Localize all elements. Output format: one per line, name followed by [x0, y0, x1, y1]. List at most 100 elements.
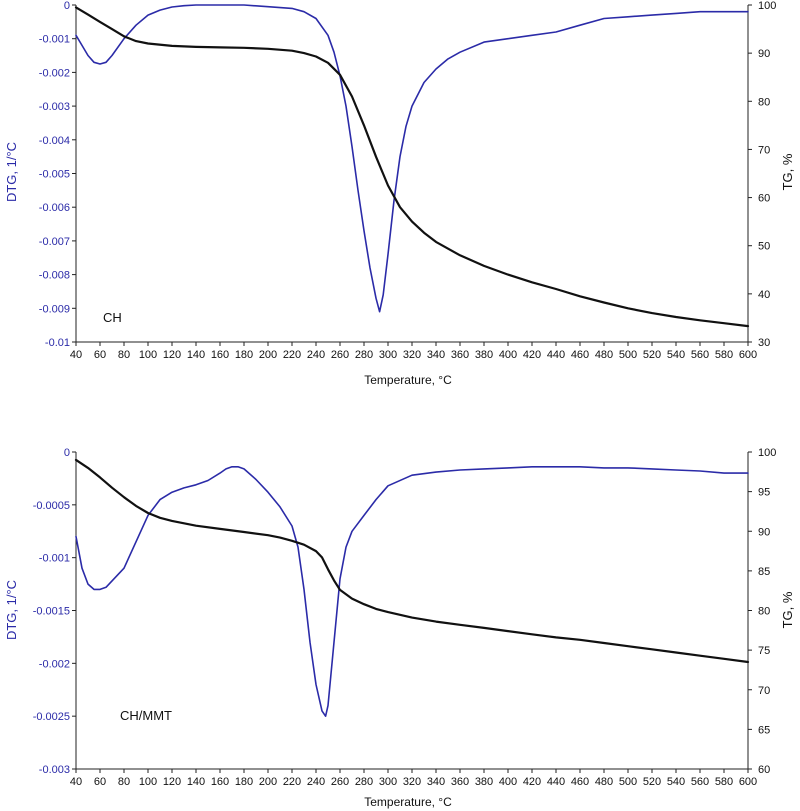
right-tick-label: 90	[758, 48, 770, 60]
x-tick-label: 120	[163, 776, 181, 788]
x-tick-label: 520	[643, 349, 661, 361]
x-tick-label: 220	[283, 349, 301, 361]
right-tick-label: 80	[758, 606, 770, 618]
tg-series-line	[74, 458, 750, 664]
x-tick-label: 60	[94, 776, 106, 788]
left-tick-label: -0.006	[39, 202, 70, 214]
y-axis-title-left: DTG, 1/°C	[4, 580, 19, 640]
x-tick-label: 240	[307, 349, 325, 361]
chart-panel-ch-mmt: 0 -0.0005 -0.001 -0.0015 -0.002 -0.0025 -0.003…	[4, 447, 795, 809]
x-tick-label: 360	[451, 776, 469, 788]
x-tick-label: 360	[451, 349, 469, 361]
x-tick-label: 200	[259, 349, 277, 361]
right-axis-ticks: 100 90 80 70 60 50 40 30	[748, 0, 776, 349]
x-tick-label: 320	[403, 349, 421, 361]
x-tick-label: 520	[643, 776, 661, 788]
x-tick-label: 300	[379, 776, 397, 788]
x-tick-label: 340	[427, 776, 445, 788]
x-tick-label: 420	[523, 776, 541, 788]
left-tick-label: -0.002	[39, 658, 70, 670]
dtg-series-line	[75, 4, 749, 313]
x-tick-label: 600	[739, 776, 757, 788]
left-tick-label: 0	[64, 447, 70, 459]
x-tick-label: 100	[139, 349, 157, 361]
left-tick-label: -0.005	[39, 169, 70, 181]
x-tick-label: 260	[331, 349, 349, 361]
right-tick-label: 40	[758, 289, 770, 301]
y-axis-title-right: TG, %	[780, 153, 795, 190]
left-tick-label: -0.01	[45, 337, 70, 349]
axes-frame	[75, 452, 749, 770]
panel-label: CH/MMT	[120, 708, 172, 723]
x-tick-label: 540	[667, 776, 685, 788]
x-tick-label: 140	[187, 776, 205, 788]
x-tick-label: 280	[355, 776, 373, 788]
x-tick-label: 380	[475, 776, 493, 788]
x-tick-label: 540	[667, 349, 685, 361]
right-axis-ticks: 100 95 90 85 80 75 70 65 60	[748, 447, 776, 776]
x-tick-label: 200	[259, 776, 277, 788]
right-tick-label: 60	[758, 764, 770, 776]
left-tick-label: -0.0015	[33, 606, 70, 618]
x-tick-label: 580	[715, 349, 733, 361]
left-axis-ticks: 0 -0.001 -0.002 -0.003 -0.004 -0.005 -0.006 -0.…	[39, 0, 76, 349]
x-tick-label: 600	[739, 349, 757, 361]
x-tick-label: 580	[715, 776, 733, 788]
x-tick-label: 260	[331, 776, 349, 788]
x-tick-label: 40	[70, 349, 82, 361]
x-tick-label: 340	[427, 349, 445, 361]
x-tick-label: 320	[403, 776, 421, 788]
x-tick-label: 180	[235, 349, 253, 361]
x-tick-label: 100	[139, 776, 157, 788]
x-tick-label: 120	[163, 349, 181, 361]
x-tick-label: 180	[235, 776, 253, 788]
right-tick-label: 80	[758, 96, 770, 108]
x-tick-label: 400	[499, 776, 517, 788]
x-tick-label: 560	[691, 349, 709, 361]
right-tick-label: 85	[758, 566, 770, 578]
x-tick-label: 460	[571, 349, 589, 361]
x-tick-label: 560	[691, 776, 709, 788]
tg-series-line	[74, 6, 750, 328]
left-tick-label: -0.003	[39, 764, 70, 776]
x-tick-label: 60	[94, 349, 106, 361]
x-tick-label: 300	[379, 349, 397, 361]
x-axis-ticks: 40 60 80 100 120 140 160 180 200 220 240 260 280 300 3…	[70, 342, 757, 361]
x-tick-label: 240	[307, 776, 325, 788]
x-tick-label: 500	[619, 349, 637, 361]
x-tick-label: 420	[523, 349, 541, 361]
x-tick-label: 220	[283, 776, 301, 788]
x-tick-label: 80	[118, 776, 130, 788]
right-tick-label: 100	[758, 447, 776, 459]
left-tick-label: -0.008	[39, 270, 70, 282]
axes-frame	[75, 5, 749, 343]
x-tick-label: 160	[211, 349, 229, 361]
x-tick-label: 380	[475, 349, 493, 361]
x-tick-label: 40	[70, 776, 82, 788]
right-tick-label: 95	[758, 487, 770, 499]
right-tick-label: 60	[758, 193, 770, 205]
right-tick-label: 30	[758, 337, 770, 349]
x-tick-label: 440	[547, 776, 565, 788]
dtg-series-line	[75, 466, 749, 717]
x-axis-title: Temperature, °C	[364, 373, 452, 387]
x-axis-title: Temperature, °C	[364, 795, 452, 809]
right-tick-label: 70	[758, 685, 770, 697]
series-group	[74, 458, 750, 717]
x-tick-label: 480	[595, 776, 613, 788]
left-tick-label: -0.009	[39, 303, 70, 315]
x-tick-label: 460	[571, 776, 589, 788]
x-tick-label: 440	[547, 349, 565, 361]
y-axis-title-right: TG, %	[780, 591, 795, 628]
left-tick-label: -0.002	[39, 67, 70, 79]
right-tick-label: 75	[758, 645, 770, 657]
x-tick-label: 80	[118, 349, 130, 361]
y-axis-title-left: DTG, 1/°C	[4, 142, 19, 202]
panel-label: CH	[103, 310, 122, 325]
x-tick-label: 500	[619, 776, 637, 788]
right-tick-label: 70	[758, 144, 770, 156]
left-tick-label: -0.0025	[33, 711, 70, 723]
x-tick-label: 280	[355, 349, 373, 361]
right-tick-label: 100	[758, 0, 776, 12]
